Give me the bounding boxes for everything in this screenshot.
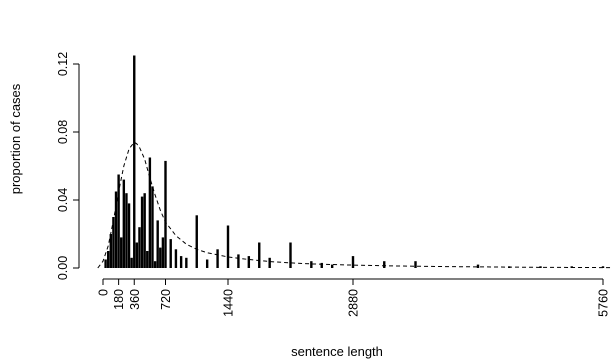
bar <box>179 256 183 268</box>
x-tick-label: 1440 <box>222 289 236 317</box>
bar <box>133 55 136 268</box>
bar <box>185 257 188 268</box>
y-axis-label: proportion of cases <box>8 83 23 194</box>
x-tick-label: 360 <box>128 289 142 310</box>
bar <box>351 256 355 268</box>
bar <box>161 237 165 268</box>
x-tick-label: 180 <box>112 289 126 310</box>
x-tick-label: 0 <box>97 289 111 296</box>
bar <box>330 264 334 268</box>
bar <box>268 257 271 268</box>
bar <box>146 251 149 268</box>
bar <box>258 242 261 268</box>
bar <box>159 247 162 268</box>
bar <box>122 179 126 268</box>
bar <box>125 193 128 268</box>
bar <box>539 266 542 268</box>
bar <box>138 227 141 268</box>
x-tick-label: 720 <box>159 289 173 310</box>
bar <box>164 160 167 268</box>
y-tick-label: 0.04 <box>56 188 70 212</box>
bar <box>237 254 240 268</box>
x-tick-label: 5760 <box>597 289 611 317</box>
bar <box>107 251 110 268</box>
bar <box>130 257 133 268</box>
bar <box>140 196 144 268</box>
y-tick-label: 0.00 <box>56 256 70 280</box>
bar <box>383 261 386 268</box>
bar <box>112 217 115 268</box>
bar <box>174 249 178 268</box>
bar <box>117 174 120 268</box>
bar <box>143 193 146 268</box>
bar <box>289 242 292 268</box>
bar <box>195 215 198 268</box>
bar <box>226 225 230 268</box>
density-curve <box>97 141 613 269</box>
bar <box>216 249 219 268</box>
x-axis-label: sentence length <box>291 344 383 359</box>
bar <box>205 259 209 268</box>
y-tick-label: 0.08 <box>56 120 70 144</box>
bar <box>310 261 313 268</box>
axes: 0 180 360 720 1440 2880 5760 0.00 0.04 0.08 0.12 <box>56 52 611 317</box>
bar <box>120 237 123 268</box>
bar <box>476 264 480 268</box>
bar <box>153 261 157 268</box>
bar <box>104 259 107 268</box>
bar <box>247 256 251 268</box>
y-tick-label: 0.12 <box>56 52 70 76</box>
bar <box>156 220 159 268</box>
bar <box>414 261 417 268</box>
bar <box>135 242 139 268</box>
bar <box>151 186 154 268</box>
bar <box>127 203 131 268</box>
bar <box>109 234 113 268</box>
bar <box>114 191 118 268</box>
bar <box>169 239 172 268</box>
bar <box>320 262 323 268</box>
bar <box>148 157 152 268</box>
x-tick-label: 2880 <box>347 289 361 317</box>
plot-area <box>97 55 613 269</box>
